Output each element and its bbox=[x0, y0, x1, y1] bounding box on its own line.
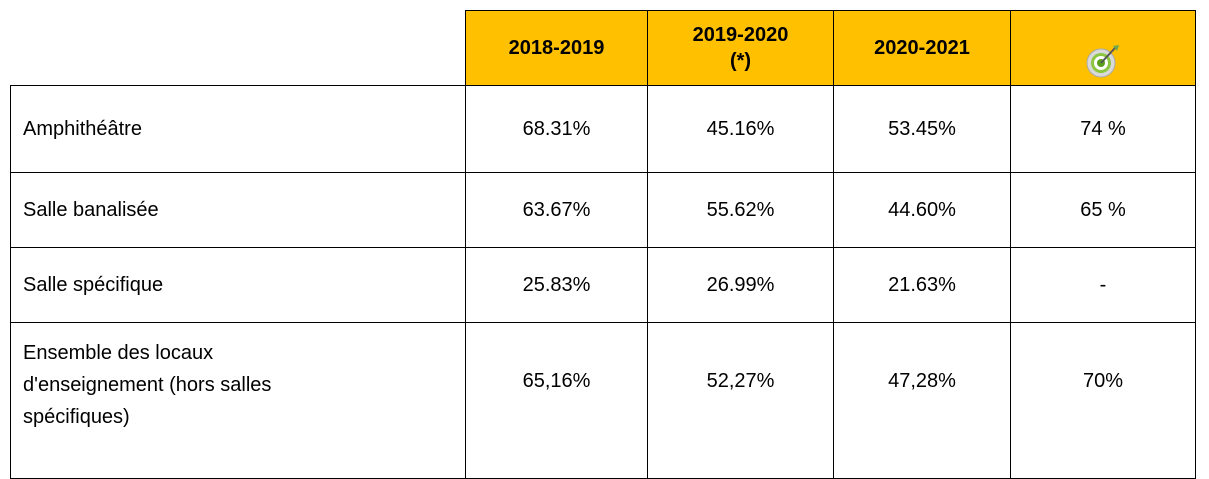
row: Salle banalisée 63.67% 55.62% 44.60% 65 … bbox=[10, 172, 1196, 248]
row-label: Salle spécifique bbox=[10, 247, 466, 323]
cell: 25.83% bbox=[465, 247, 648, 323]
header-row: 2018-2019 2019-2020 (*) 2020-2021 bbox=[10, 10, 1196, 86]
header-cell: 2019-2020 (*) bbox=[647, 10, 834, 86]
cell: 44.60% bbox=[833, 172, 1011, 248]
row: Ensemble des locaux d'enseignement (hors… bbox=[10, 322, 1196, 479]
cell: 21.63% bbox=[833, 247, 1011, 323]
row-label: Amphithéâtre bbox=[10, 85, 466, 173]
cell: - bbox=[1010, 247, 1196, 323]
row-label: Ensemble des locaux d'enseignement (hors… bbox=[23, 342, 272, 428]
cell: 63.67% bbox=[465, 172, 648, 248]
row-label: Salle banalisée bbox=[10, 172, 466, 248]
occupancy-table: 2018-2019 2019-2020 (*) 2020-2021 Amphit… bbox=[10, 10, 1196, 479]
target-icon bbox=[1086, 45, 1119, 78]
target-header bbox=[1010, 10, 1196, 86]
header-cell: 2020-2021 bbox=[833, 10, 1011, 86]
cell: 52,27% bbox=[647, 322, 834, 479]
cell: 55.62% bbox=[647, 172, 834, 248]
row-label-cell: Ensemble des locaux d'enseignement (hors… bbox=[10, 322, 466, 479]
cell: 70% bbox=[1010, 322, 1196, 479]
page: 2018-2019 2019-2020 (*) 2020-2021 Amphit… bbox=[10, 10, 1196, 479]
cell: 65,16% bbox=[465, 322, 648, 479]
cell: 68.31% bbox=[465, 85, 648, 173]
row: Amphithéâtre 68.31% 45.16% 53.45% 74 % bbox=[10, 85, 1196, 173]
cell: 65 % bbox=[1010, 172, 1196, 248]
cell: 45.16% bbox=[647, 85, 834, 173]
header-cell: 2018-2019 bbox=[465, 10, 648, 86]
empty-header bbox=[10, 10, 466, 86]
cell: 47,28% bbox=[833, 322, 1011, 479]
row: Salle spécifique 25.83% 26.99% 21.63% - bbox=[10, 247, 1196, 323]
cell: 74 % bbox=[1010, 85, 1196, 173]
cell: 53.45% bbox=[833, 85, 1011, 173]
cell: 26.99% bbox=[647, 247, 834, 323]
